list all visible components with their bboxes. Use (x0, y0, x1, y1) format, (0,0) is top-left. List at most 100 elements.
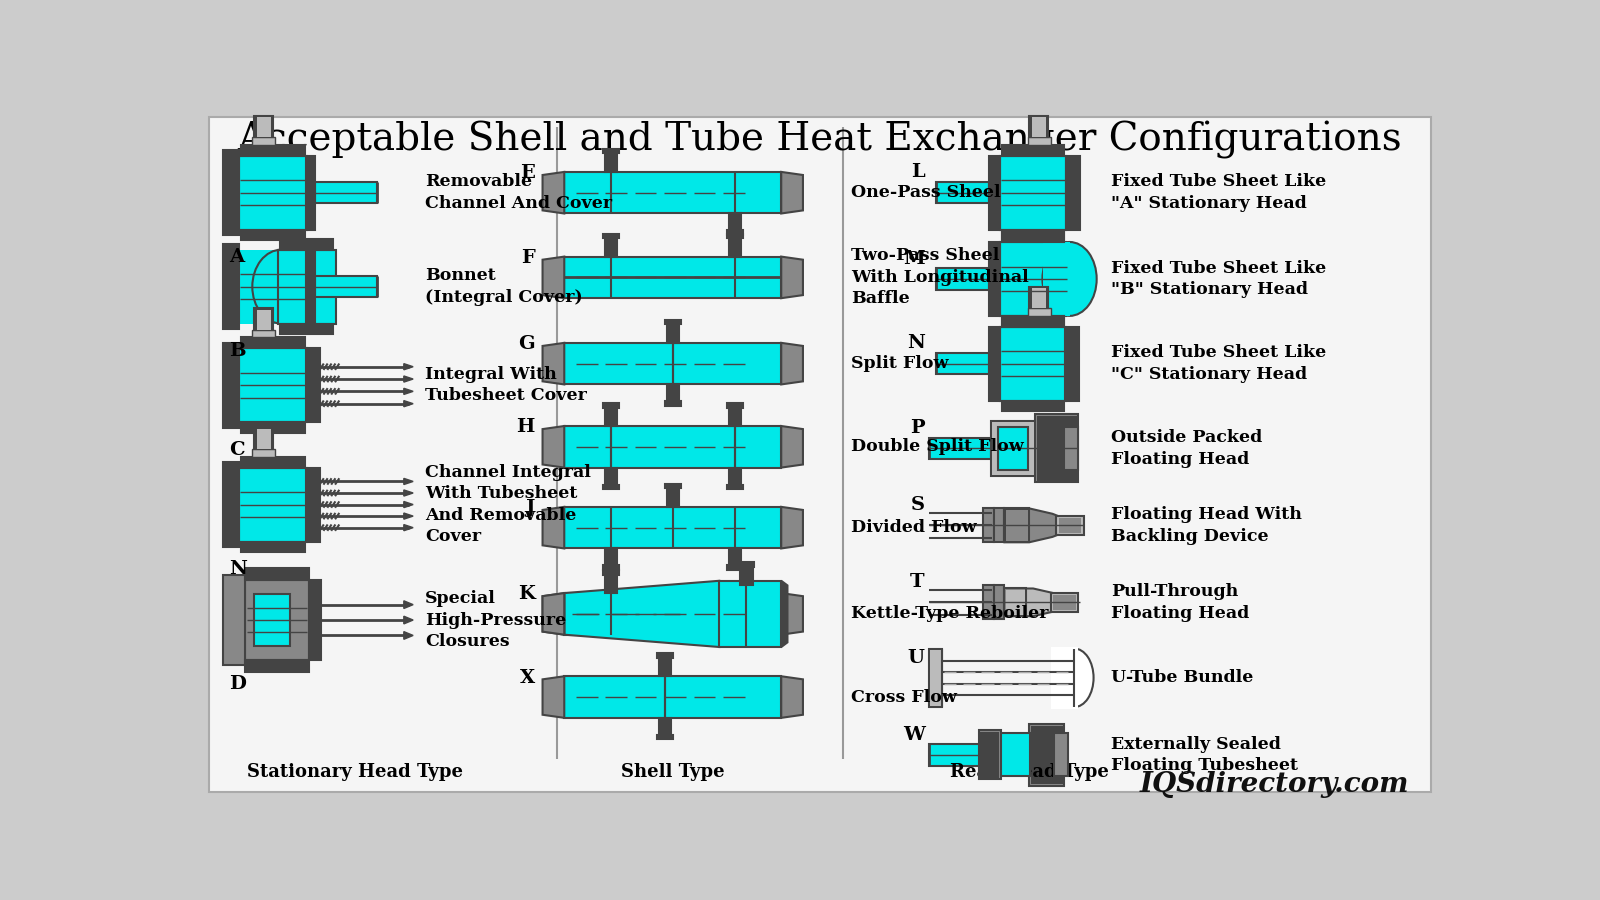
Polygon shape (565, 580, 720, 647)
Polygon shape (781, 593, 803, 634)
Bar (1002, 316, 1064, 327)
Bar (1064, 427, 1078, 470)
Polygon shape (781, 343, 803, 384)
Text: N: N (229, 560, 246, 578)
Polygon shape (781, 580, 787, 647)
Polygon shape (542, 256, 565, 298)
Bar (315, 182, 378, 203)
Bar (936, 268, 989, 290)
Bar (565, 507, 781, 548)
Bar (989, 242, 1000, 316)
Bar (245, 660, 309, 672)
Polygon shape (403, 632, 413, 639)
Bar (242, 542, 304, 553)
Bar (1051, 647, 1078, 708)
Text: W: W (902, 725, 925, 743)
Bar (603, 148, 619, 153)
Bar (242, 457, 304, 468)
Bar (282, 249, 328, 324)
Text: Bonnet
(Integral Cover): Bonnet (Integral Cover) (424, 267, 582, 306)
Bar (728, 237, 741, 256)
Bar (224, 463, 238, 547)
Bar (1066, 327, 1078, 400)
Polygon shape (542, 676, 565, 718)
Bar (1002, 231, 1064, 242)
Bar (254, 428, 274, 449)
Polygon shape (542, 343, 565, 384)
Bar (666, 484, 680, 489)
Bar (306, 249, 315, 324)
Bar (667, 384, 678, 404)
Bar (726, 230, 742, 235)
Bar (1032, 117, 1045, 138)
Polygon shape (542, 426, 565, 468)
Bar (1030, 725, 1062, 784)
Bar (251, 329, 275, 338)
Bar (1006, 590, 1024, 615)
Bar (928, 744, 981, 766)
Text: Channel Integral
With Tubesheet
And Removable
Cover: Channel Integral With Tubesheet And Remo… (424, 464, 590, 545)
Text: U-Tube Bundle: U-Tube Bundle (1110, 670, 1253, 687)
Bar (936, 353, 989, 374)
Bar (242, 338, 304, 348)
Polygon shape (781, 172, 803, 213)
Polygon shape (403, 525, 413, 531)
Text: One-Pass Sheel: One-Pass Sheel (851, 184, 1000, 202)
Bar (728, 406, 741, 426)
Polygon shape (1005, 508, 1080, 543)
Bar (565, 343, 781, 384)
Text: D: D (229, 676, 246, 694)
Bar (245, 568, 309, 580)
Bar (565, 593, 781, 634)
Bar (728, 468, 741, 488)
Bar (1000, 734, 1030, 777)
Polygon shape (403, 616, 413, 624)
Bar (254, 594, 290, 646)
Text: Integral With
Tubesheet Cover: Integral With Tubesheet Cover (424, 366, 587, 404)
Bar (306, 156, 315, 230)
Bar (726, 565, 742, 570)
Text: C: C (229, 441, 245, 459)
Polygon shape (542, 593, 565, 634)
Text: A: A (229, 248, 243, 266)
Bar (1029, 286, 1048, 308)
Text: L: L (910, 164, 925, 182)
Bar (242, 422, 304, 433)
Text: Rear Head Type: Rear Head Type (950, 762, 1109, 780)
Bar (936, 182, 989, 203)
Bar (280, 238, 333, 249)
Bar (982, 585, 994, 619)
Bar (741, 565, 752, 585)
Bar (930, 650, 941, 706)
Polygon shape (403, 479, 413, 484)
Text: Divided Flow: Divided Flow (851, 519, 976, 536)
Bar (1067, 156, 1080, 230)
Bar (238, 348, 307, 422)
Text: B: B (229, 342, 245, 360)
Bar (256, 429, 270, 449)
Bar (728, 548, 741, 569)
Bar (603, 233, 619, 238)
Bar (1000, 156, 1067, 230)
Bar (998, 427, 1027, 470)
Bar (994, 508, 1005, 543)
Bar (309, 580, 322, 660)
Ellipse shape (1043, 242, 1096, 316)
Bar (280, 324, 333, 335)
Bar (315, 276, 378, 297)
Text: Stationary Head Type: Stationary Head Type (246, 762, 462, 780)
Text: Split Flow: Split Flow (851, 356, 949, 372)
Ellipse shape (1054, 649, 1093, 707)
Text: Fixed Tube Sheet Like
"A" Stationary Head: Fixed Tube Sheet Like "A" Stationary Hea… (1110, 174, 1326, 212)
Bar (1002, 145, 1064, 156)
Bar (1053, 595, 1075, 610)
Bar (981, 732, 998, 778)
Bar (1005, 589, 1026, 616)
Bar (242, 230, 304, 240)
Bar (1002, 400, 1064, 411)
Bar (1037, 416, 1077, 481)
Bar (1000, 327, 1067, 400)
Bar (565, 426, 781, 468)
Polygon shape (542, 593, 565, 634)
Bar (1054, 734, 1069, 777)
